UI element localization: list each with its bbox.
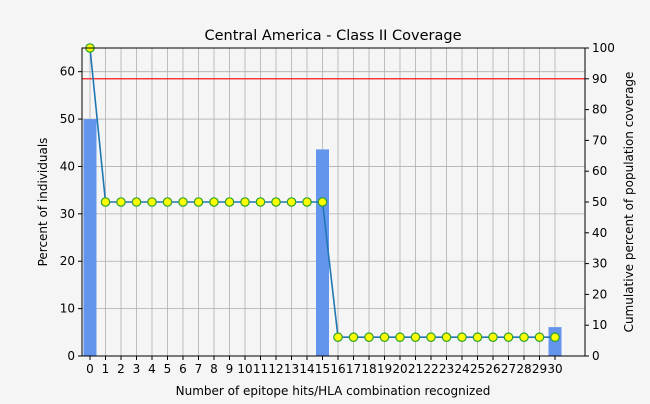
x-tick-label: 8 bbox=[210, 362, 218, 376]
data-point bbox=[162, 197, 173, 207]
x-tick-label: 15 bbox=[315, 362, 330, 376]
x-tick-label: 27 bbox=[501, 362, 516, 376]
x-tick-label: 9 bbox=[226, 362, 234, 376]
data-point bbox=[550, 332, 560, 343]
y-tick-label: 0 bbox=[67, 349, 75, 363]
x-tick-label: 0 bbox=[86, 362, 94, 376]
x-tick-label: 22 bbox=[423, 362, 438, 376]
data-point bbox=[193, 197, 204, 207]
data-point bbox=[178, 197, 188, 207]
x-tick-label: 11 bbox=[253, 362, 268, 376]
x-tick-label: 1 bbox=[102, 362, 110, 376]
data-point bbox=[255, 197, 266, 207]
y2-tick-label: 10 bbox=[592, 318, 607, 332]
x-tick-label: 4 bbox=[148, 362, 156, 376]
x-tick-label: 29 bbox=[532, 362, 547, 376]
data-point bbox=[147, 197, 157, 207]
x-tick-label: 28 bbox=[516, 362, 531, 376]
data-point bbox=[240, 197, 250, 207]
bar-layer bbox=[83, 119, 562, 356]
bar bbox=[316, 149, 329, 356]
x-tick-label: 5 bbox=[164, 362, 172, 376]
y2-tick-label: 0 bbox=[592, 349, 600, 363]
y2-axis-label: Cumulative percent of population coverag… bbox=[622, 72, 636, 333]
x-tick-label: 21 bbox=[408, 362, 423, 376]
data-point bbox=[271, 197, 281, 207]
data-point bbox=[426, 332, 436, 343]
data-point bbox=[302, 197, 312, 207]
data-point bbox=[317, 197, 328, 207]
data-point bbox=[488, 332, 498, 343]
data-point bbox=[364, 332, 374, 343]
data-point bbox=[410, 332, 421, 343]
x-tick-label: 10 bbox=[237, 362, 252, 376]
x-tick-label: 7 bbox=[195, 362, 203, 376]
chart-title: Central America - Class II Coverage bbox=[204, 28, 461, 44]
y2-tick-label: 30 bbox=[592, 257, 607, 271]
y2-tick-label: 100 bbox=[592, 41, 615, 55]
tick-layer: 0 1 2 3 4 5 6 7 8 9 10 11 12 13 14 15 16 17 18 19 20 21 22 23 24… bbox=[60, 41, 615, 376]
data-point bbox=[224, 197, 235, 207]
x-tick-label: 2 bbox=[117, 362, 125, 376]
bar bbox=[83, 119, 97, 356]
x-tick-label: 20 bbox=[392, 362, 407, 376]
x-tick-label: 3 bbox=[133, 362, 141, 376]
x-tick-label: 25 bbox=[470, 362, 485, 376]
y2-tick-label: 40 bbox=[592, 226, 607, 240]
y2-tick-label: 80 bbox=[592, 103, 607, 117]
data-point bbox=[534, 332, 545, 343]
x-tick-label: 13 bbox=[284, 362, 299, 376]
y-tick-label: 40 bbox=[60, 159, 75, 173]
data-point bbox=[100, 197, 111, 207]
data-point bbox=[395, 332, 405, 343]
y2-tick-label: 50 bbox=[592, 195, 607, 209]
x-tick-label: 6 bbox=[179, 362, 187, 376]
x-tick-label: 24 bbox=[454, 362, 469, 376]
y-tick-label: 10 bbox=[60, 302, 75, 316]
data-point bbox=[503, 332, 514, 343]
marker-layer bbox=[85, 43, 560, 343]
y-tick-label: 50 bbox=[60, 112, 75, 126]
data-point bbox=[116, 197, 126, 207]
y2-tick-label: 70 bbox=[592, 133, 607, 147]
data-point bbox=[333, 332, 343, 343]
data-point bbox=[441, 332, 452, 343]
x-axis-label: Number of epitope hits/HLA combination r… bbox=[176, 384, 491, 398]
x-tick-label: 26 bbox=[485, 362, 500, 376]
x-tick-label: 18 bbox=[361, 362, 376, 376]
x-tick-label: 12 bbox=[268, 362, 283, 376]
data-point bbox=[472, 332, 483, 343]
data-point bbox=[131, 197, 142, 207]
y2-tick-label: 20 bbox=[592, 287, 607, 301]
x-tick-label: 30 bbox=[547, 362, 562, 376]
x-tick-label: 19 bbox=[377, 362, 392, 376]
data-point bbox=[379, 332, 390, 343]
y2-tick-label: 90 bbox=[592, 72, 607, 86]
data-point bbox=[209, 197, 219, 207]
data-point bbox=[286, 197, 297, 207]
data-point bbox=[457, 332, 467, 343]
data-point bbox=[348, 332, 359, 343]
y-axis-label: Percent of individuals bbox=[36, 138, 50, 267]
y2-tick-label: 60 bbox=[592, 164, 607, 178]
x-tick-label: 17 bbox=[346, 362, 361, 376]
y-tick-label: 30 bbox=[60, 207, 75, 221]
y-tick-label: 20 bbox=[60, 254, 75, 268]
data-point bbox=[519, 332, 529, 343]
x-tick-label: 14 bbox=[299, 362, 314, 376]
x-tick-label: 23 bbox=[439, 362, 454, 376]
x-tick-label: 16 bbox=[330, 362, 345, 376]
y-tick-label: 60 bbox=[60, 65, 75, 79]
